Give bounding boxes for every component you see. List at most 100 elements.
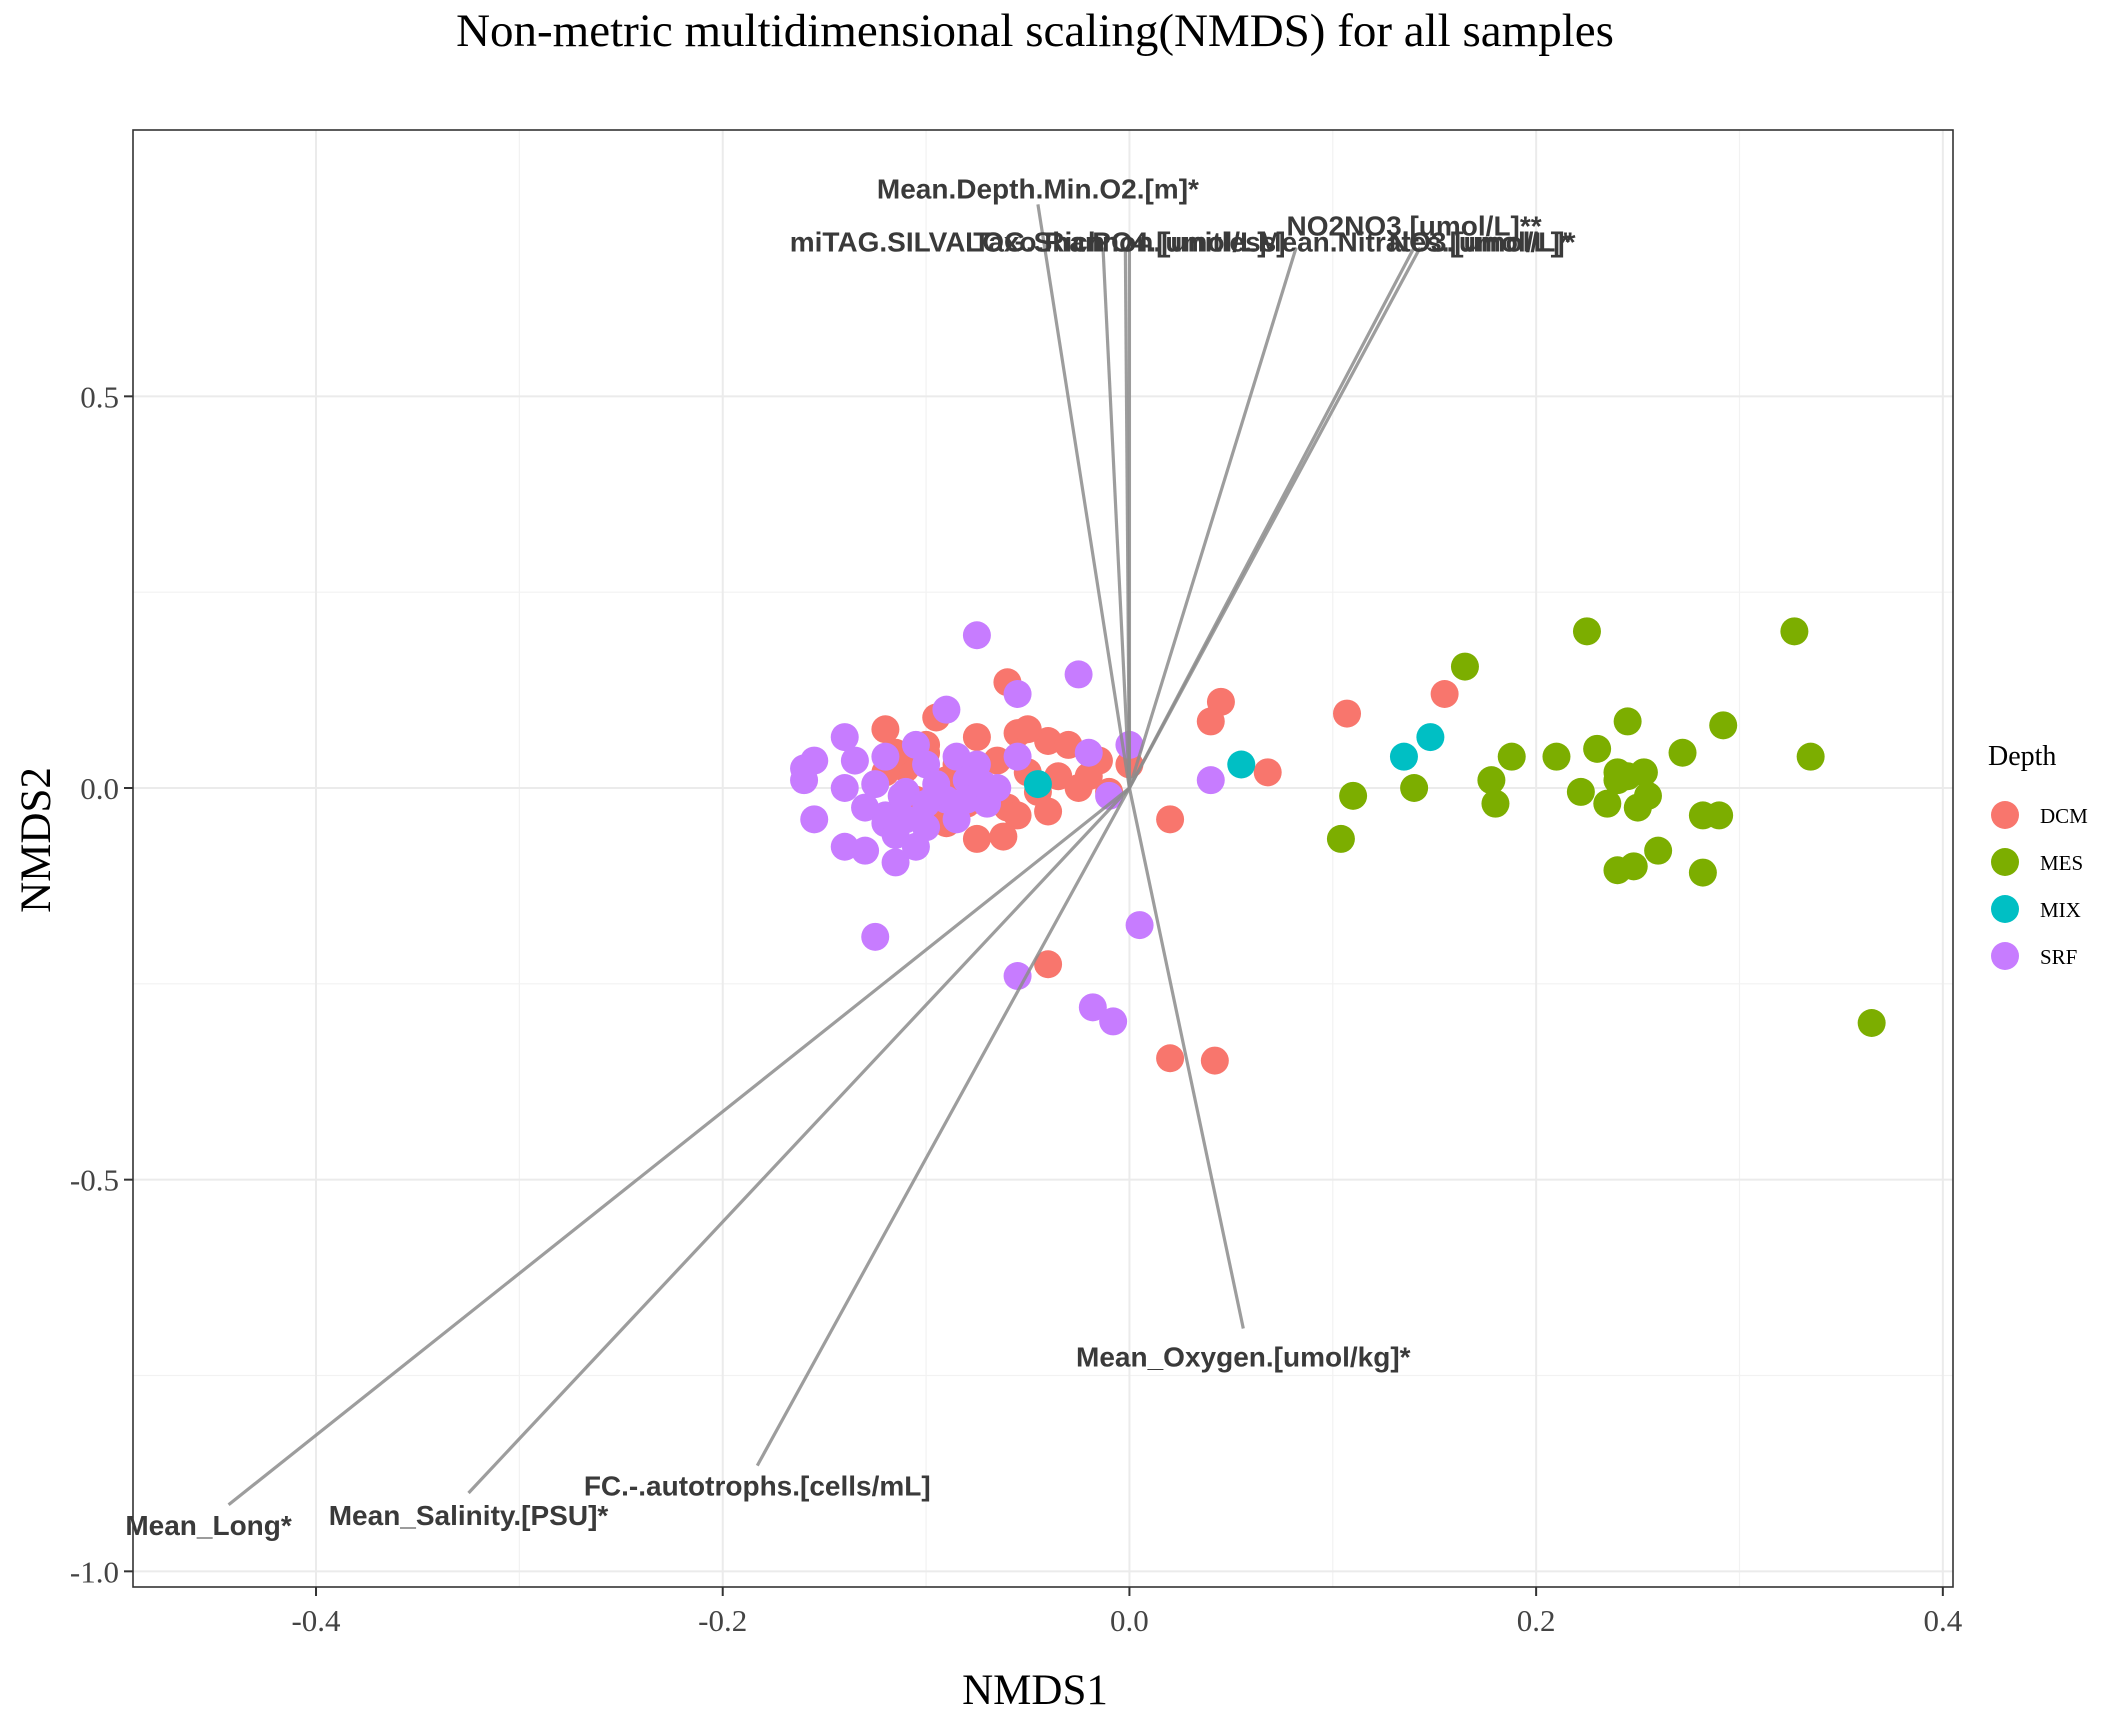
vector-label-layer: Mean.Depth.Min.O2.[m]* miTAG.SILVA.Taxo.R… — [125, 173, 1575, 1540]
point-mix — [1416, 723, 1445, 752]
point-mes — [1339, 781, 1368, 810]
point-mes — [1566, 777, 1595, 806]
point-mix — [1227, 750, 1256, 779]
point-srf — [871, 742, 900, 771]
point-dcm — [1333, 699, 1362, 728]
vector-label: NO3.[umol/L]* — [1389, 227, 1576, 258]
legend-key-mix — [1991, 895, 2019, 923]
point-mes — [1619, 852, 1648, 881]
legend-title: Depth — [1988, 741, 2056, 772]
vector-line — [1101, 247, 1132, 789]
point-srf — [932, 695, 961, 724]
point-srf — [887, 781, 916, 810]
y-axis-title: NMDS2 — [13, 767, 60, 913]
point-mes — [1705, 801, 1734, 830]
point-dcm — [871, 715, 900, 744]
x-tick-label: -0.4 — [291, 1603, 341, 1638]
vector-line — [1036, 204, 1132, 789]
vector-label: Mean_Salinity.[PSU]* — [329, 1500, 609, 1531]
x-tick-label: -0.2 — [698, 1603, 747, 1638]
point-srf — [1196, 766, 1225, 795]
point-srf — [969, 770, 998, 799]
vector-label: Mean_Long* — [125, 1510, 292, 1541]
point-srf — [1099, 1007, 1128, 1036]
point-srf — [881, 821, 910, 849]
vector-line — [227, 786, 1131, 1507]
legend-label-mix: MIX — [2040, 898, 2081, 922]
point-dcm — [1003, 801, 1032, 830]
point-srf — [922, 777, 951, 806]
x-tick-label: 0.4 — [1923, 1603, 1962, 1638]
point-mix — [1389, 742, 1418, 771]
point-mes — [1583, 734, 1612, 763]
point-dcm — [1156, 805, 1185, 834]
point-srf — [881, 848, 910, 877]
point-dcm — [962, 824, 991, 853]
point-mes — [1603, 766, 1632, 795]
point-dcm — [1156, 1044, 1185, 1073]
point-mes — [1796, 742, 1825, 771]
point-srf — [1003, 742, 1032, 771]
vector-line — [1127, 787, 1245, 1329]
point-mes — [1857, 1009, 1886, 1037]
point-srf — [901, 832, 930, 861]
plot-border — [132, 129, 1954, 1588]
point-mes — [1780, 617, 1809, 646]
point-mes — [1668, 738, 1697, 767]
point-srf — [790, 766, 819, 795]
point-srf — [830, 774, 859, 802]
point-dcm — [1034, 950, 1063, 979]
point-mes — [1497, 742, 1526, 771]
point-srf — [1064, 660, 1093, 689]
vector-line — [467, 786, 1131, 1495]
point-dcm — [1074, 762, 1103, 791]
point-dcm — [1196, 707, 1225, 736]
legend-label-dcm: DCM — [2040, 804, 2088, 828]
vector-label: FC.-.autotrophs.[cells/mL] — [584, 1471, 931, 1502]
point-dcm — [962, 723, 991, 752]
point-srf — [861, 922, 890, 951]
point-mes — [1572, 617, 1601, 646]
vector-label: NO2NO3.[umol/L]** — [1287, 211, 1542, 242]
y-tick-label: 0.0 — [80, 771, 119, 806]
point-dcm — [1200, 1046, 1229, 1075]
vector-label: PO4.[umol/L] — [1092, 227, 1266, 258]
point-mes — [1593, 789, 1622, 818]
point-dcm — [1013, 715, 1042, 744]
legend-key-mes — [1991, 848, 2019, 876]
legend-label-mes: MES — [2040, 851, 2083, 875]
vector-line — [755, 787, 1131, 1467]
legend-label-srf: SRF — [2040, 945, 2077, 969]
axis-layer: -0.4 -0.2 0.0 0.2 0.4 0.5 0.0 -0.5 -1.0 — [70, 129, 1963, 1638]
point-srf — [962, 621, 991, 650]
point-mes — [1542, 742, 1571, 771]
point-srf — [840, 746, 869, 775]
point-mes — [1613, 707, 1642, 736]
point-dcm — [989, 822, 1018, 851]
point-srf — [1074, 738, 1103, 767]
point-mix — [1023, 770, 1052, 799]
point-dcm — [1430, 680, 1459, 708]
vector-label: Mean.Depth.Min.O2.[m]* — [877, 173, 1199, 204]
vector-label: LOG.Shannon.[unitless] — [965, 227, 1285, 258]
y-tick-label: 0.5 — [80, 379, 119, 414]
vector-label: Mean.Nitrates.[umol/L]* — [1258, 227, 1571, 258]
vector-label: miTAG.SILVA.Taxo.Rich — [790, 227, 1105, 258]
point-mes — [1644, 836, 1673, 865]
point-mes — [1477, 766, 1506, 795]
point-srf — [1125, 911, 1154, 940]
y-tick-label: -0.5 — [70, 1163, 119, 1198]
x-tick-label: 0.0 — [1110, 1603, 1149, 1638]
point-srf — [861, 770, 890, 799]
point-srf — [1003, 680, 1032, 708]
x-axis-title: NMDS1 — [962, 1667, 1108, 1714]
point-mes — [1481, 789, 1510, 818]
point-mes — [1709, 711, 1738, 740]
chart-title: Non-metric multidimensional scaling(NMDS… — [456, 5, 1614, 57]
point-srf — [800, 805, 829, 834]
y-tick-label: -1.0 — [70, 1554, 119, 1589]
vector-line — [1127, 247, 1298, 789]
point-srf — [1003, 962, 1032, 990]
